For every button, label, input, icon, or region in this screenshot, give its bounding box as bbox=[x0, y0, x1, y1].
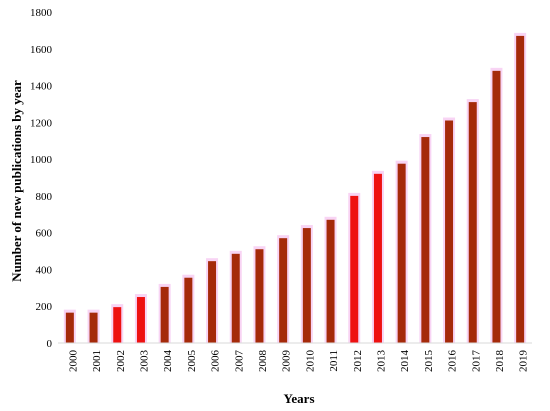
y-tick-label: 800 bbox=[36, 191, 53, 203]
x-tick-label: 2018 bbox=[494, 350, 506, 373]
bar bbox=[113, 307, 122, 343]
bar bbox=[89, 312, 98, 343]
bar bbox=[279, 238, 288, 343]
y-axis-ticks: 0 200 400 600 800 1000 1200 1400 1600 1800 bbox=[30, 7, 53, 350]
bar bbox=[468, 102, 477, 343]
x-tick-label: 2014 bbox=[399, 350, 411, 373]
bar bbox=[326, 219, 335, 343]
x-tick-label: 2016 bbox=[447, 350, 459, 373]
bar bbox=[136, 297, 145, 343]
x-axis-ticks: 2000 2001 2002 2003 2004 2005 2006 2007 2008 2009… bbox=[67, 350, 529, 373]
x-tick-label: 2009 bbox=[281, 350, 293, 373]
bar bbox=[65, 312, 74, 343]
x-tick-label: 2005 bbox=[186, 350, 198, 373]
bar bbox=[208, 261, 217, 343]
bar bbox=[255, 249, 264, 343]
bar bbox=[302, 228, 311, 343]
bar bbox=[350, 195, 359, 343]
bar bbox=[492, 70, 501, 343]
bar bbox=[421, 137, 430, 343]
y-tick-label: 200 bbox=[36, 301, 53, 313]
y-axis-title: Number of new publications by year bbox=[9, 80, 24, 282]
bar-group bbox=[63, 32, 527, 344]
bar bbox=[516, 35, 525, 344]
y-tick-label: 1000 bbox=[30, 154, 53, 166]
y-tick-label: 1800 bbox=[30, 7, 53, 19]
bar bbox=[184, 277, 193, 343]
x-tick-label: 2003 bbox=[138, 350, 150, 373]
x-tick-label: 2012 bbox=[352, 350, 364, 372]
y-tick-label: 1200 bbox=[30, 117, 53, 129]
x-tick-label: 2015 bbox=[423, 350, 435, 373]
y-tick-label: 1400 bbox=[30, 81, 53, 93]
x-tick-label: 2019 bbox=[518, 350, 530, 373]
bar bbox=[445, 120, 454, 343]
x-tick-label: 2008 bbox=[257, 350, 269, 373]
y-tick-label: 0 bbox=[47, 338, 53, 350]
bar bbox=[373, 173, 382, 343]
bar bbox=[231, 253, 240, 343]
x-tick-label: 2013 bbox=[375, 350, 387, 373]
x-tick-label: 2006 bbox=[210, 350, 222, 373]
x-tick-label: 2010 bbox=[304, 350, 316, 373]
x-axis-title: Years bbox=[283, 391, 314, 406]
x-tick-label: 2007 bbox=[233, 350, 245, 373]
y-tick-label: 400 bbox=[36, 264, 53, 276]
y-tick-label: 600 bbox=[36, 228, 53, 240]
x-tick-label: 2000 bbox=[67, 350, 79, 373]
x-tick-label: 2004 bbox=[162, 350, 174, 373]
x-tick-label: 2017 bbox=[470, 350, 482, 373]
x-tick-label: 2002 bbox=[115, 350, 127, 372]
bar bbox=[160, 286, 169, 343]
y-tick-label: 1600 bbox=[30, 44, 53, 56]
bar bbox=[397, 163, 406, 343]
x-tick-label: 2011 bbox=[328, 350, 340, 372]
x-tick-label: 2001 bbox=[91, 350, 103, 372]
